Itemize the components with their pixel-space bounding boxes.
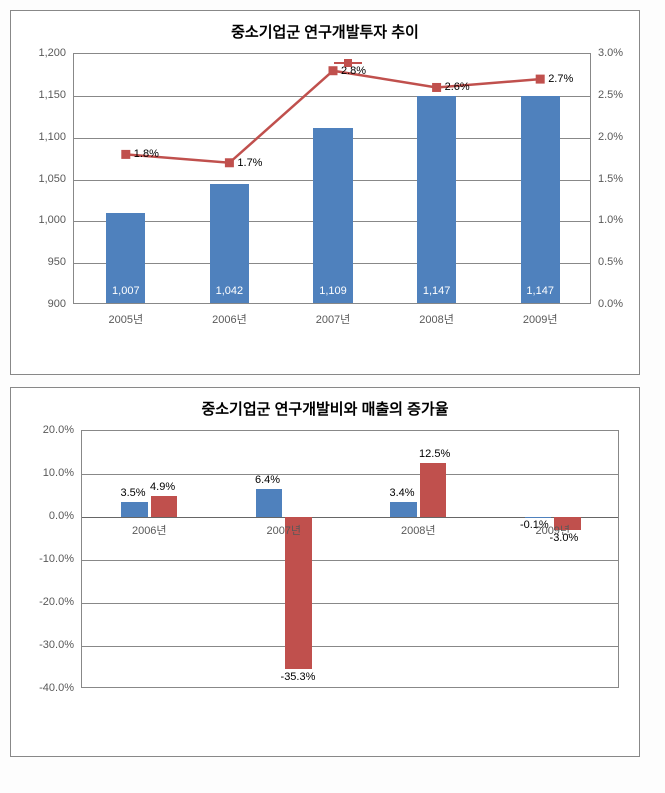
chart1-yright-tick: 0.0% — [598, 298, 623, 310]
chart1-xtick: 2007년 — [316, 311, 351, 327]
chart2-xtick: 2006년 — [132, 522, 167, 538]
chart1-yright-tick: 2.0% — [598, 131, 623, 143]
chart2-title: 중소기업군 연구개발비와 매출의 증가율 — [11, 388, 639, 423]
chart2-ytick: -30.0% — [12, 639, 74, 651]
chart1-xtick: 2005년 — [109, 311, 144, 327]
chart2-bar — [256, 489, 283, 517]
chart1-yright-tick: 1.0% — [598, 214, 623, 226]
chart2-ytick: -20.0% — [12, 596, 74, 608]
chart2-ytick: -10.0% — [12, 553, 74, 565]
chart2-ytick: 0.0% — [12, 510, 74, 522]
chart-sme-rd-sales-growth: 중소기업군 연구개발비와 매출의 증가율 -40.0%-30.0%-20.0%-… — [10, 387, 640, 757]
chart1-line-series — [74, 54, 590, 303]
chart1-title: 중소기업군 연구개발투자 추이 — [11, 11, 639, 46]
chart2-bar — [121, 502, 148, 517]
chart1-yleft-tick: 1,050 — [12, 173, 66, 185]
chart2-ytick: -40.0% — [12, 682, 74, 694]
chart1-yright-tick: 0.5% — [598, 256, 623, 268]
chart1-yleft-tick: 1,150 — [12, 89, 66, 101]
chart2-bar-value: 4.9% — [150, 481, 175, 493]
chart1-yleft-tick: 1,000 — [12, 214, 66, 226]
chart1-yright-tick: 3.0% — [598, 47, 623, 59]
chart2-ytick: 20.0% — [12, 424, 74, 436]
chart-sme-rd-investment-trend: 중소기업군 연구개발투자 추이 9009501,0001,0501,1001,1… — [10, 10, 640, 375]
chart2-bar-value: 6.4% — [255, 474, 280, 486]
chart2-xtick: 2009년 — [535, 522, 570, 538]
chart2-bar-value: 12.5% — [419, 448, 450, 460]
line-swatch-icon — [334, 62, 362, 64]
chart2-plot-area: -40.0%-30.0%-20.0%-10.0%0.0%10.0%20.0%3.… — [81, 430, 619, 688]
chart1-yleft-tick: 900 — [12, 298, 66, 310]
chart1-xtick: 2008년 — [419, 311, 454, 327]
chart1-xtick: 2006년 — [212, 311, 247, 327]
chart1-line-value: 2.8% — [341, 65, 366, 77]
chart1-xtick: 2009년 — [523, 311, 558, 327]
chart1-yleft-tick: 950 — [12, 256, 66, 268]
chart1-line-value: 2.6% — [445, 81, 470, 93]
chart2-bar-value: 3.5% — [120, 487, 145, 499]
chart1-plot-area: 9009501,0001,0501,1001,1501,2000.0%0.5%1… — [73, 53, 591, 304]
chart2-bar — [390, 502, 417, 517]
chart2-bar — [420, 463, 447, 517]
chart2-bar — [151, 496, 178, 517]
chart2-bar — [525, 517, 552, 518]
chart1-yleft-tick: 1,100 — [12, 131, 66, 143]
chart2-xtick: 2008년 — [401, 522, 436, 538]
chart1-yright-tick: 2.5% — [598, 89, 623, 101]
chart2-bar — [285, 517, 312, 669]
chart2-ytick: 10.0% — [12, 467, 74, 479]
chart1-yleft-tick: 1,200 — [12, 47, 66, 59]
chart1-yright-tick: 1.5% — [598, 173, 623, 185]
chart1-line-value: 1.8% — [134, 148, 159, 160]
chart2-bar-value: -35.3% — [281, 671, 316, 683]
chart2-bar-value: 3.4% — [389, 487, 414, 499]
chart1-line-value: 2.7% — [548, 73, 573, 85]
chart2-xtick: 2007년 — [266, 522, 301, 538]
chart1-line-value: 1.7% — [237, 157, 262, 169]
